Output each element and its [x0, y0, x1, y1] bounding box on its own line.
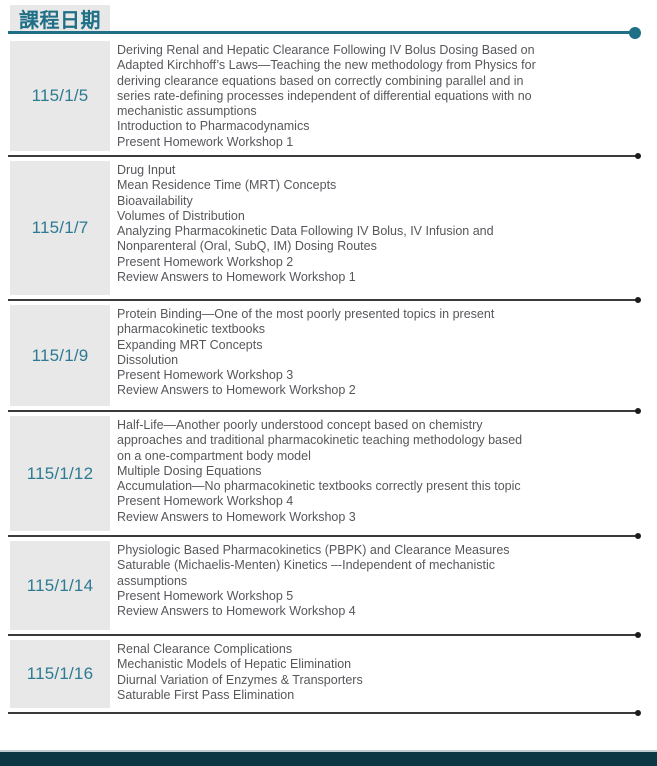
- date-cell: 115/1/9: [10, 305, 110, 406]
- footer-bar: [0, 750, 657, 766]
- table-row: 115/1/5 Deriving Renal and Hepatic Clear…: [8, 37, 641, 159]
- date-text: 115/1/12: [26, 463, 94, 483]
- date-text: 115/1/7: [31, 218, 89, 237]
- date-cell: 115/1/12: [10, 416, 110, 531]
- date-cell: 115/1/5: [10, 41, 110, 151]
- topics-cell: Protein Binding—One of the most poorly p…: [117, 307, 495, 398]
- date-text: 115/1/14: [26, 575, 94, 595]
- table-row: 115/1/12 Half-Life—Another poorly unders…: [8, 412, 641, 539]
- page-title-chip: 課程日期: [10, 5, 110, 32]
- date-cell: 115/1/14: [10, 541, 110, 630]
- header-underline: [8, 26, 641, 39]
- table-row: 115/1/14 Physiologic Based Pharmacokinet…: [8, 537, 641, 638]
- page-title: 課程日期: [19, 9, 101, 32]
- table-row: 115/1/16 Renal Clearance Complications M…: [8, 636, 641, 716]
- date-cell: 115/1/7: [10, 161, 110, 295]
- topics-cell: Deriving Renal and Hepatic Clearance Fol…: [117, 43, 536, 149]
- date-text: 115/1/5: [31, 86, 89, 105]
- table-row: 115/1/7 Drug Input Mean Residence Time (…: [8, 157, 641, 303]
- topics-cell: Half-Life—Another poorly understood conc…: [117, 418, 523, 524]
- date-text: 115/1/9: [31, 345, 89, 365]
- topics-cell: Physiologic Based Pharmacokinetics (PBPK…: [117, 543, 510, 619]
- table-row: 115/1/9 Protein Binding—One of the most …: [8, 301, 641, 414]
- topics-cell: Renal Clearance Complications Mechanisti…: [117, 642, 363, 702]
- date-cell: 115/1/16: [10, 640, 110, 708]
- date-text: 115/1/16: [26, 664, 94, 683]
- header: 課程日期: [0, 0, 657, 39]
- header-underline-dot: [629, 26, 641, 39]
- topics-cell: Drug Input Mean Residence Time (MRT) Con…: [117, 163, 494, 285]
- schedule-table: 115/1/5 Deriving Renal and Hepatic Clear…: [0, 37, 657, 716]
